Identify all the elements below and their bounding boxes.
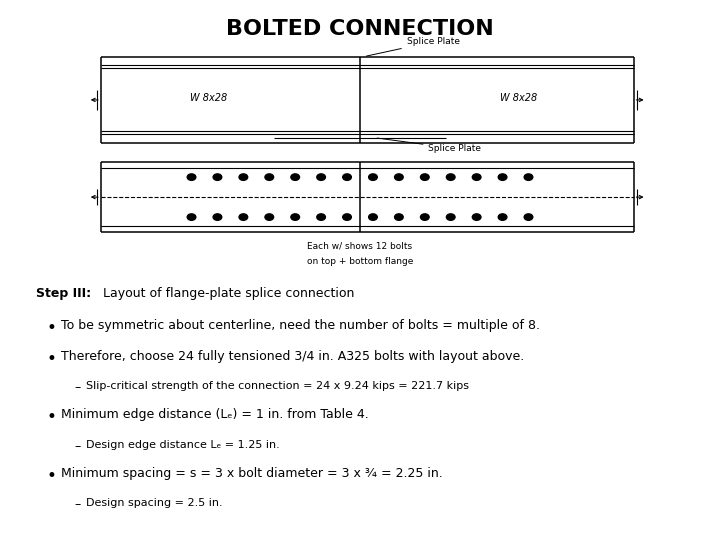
- Text: BOLTED CONNECTION: BOLTED CONNECTION: [226, 19, 494, 39]
- Circle shape: [369, 174, 377, 180]
- Circle shape: [420, 174, 429, 180]
- Text: •: •: [47, 408, 57, 426]
- Circle shape: [213, 174, 222, 180]
- Text: Layout of flange-plate splice connection: Layout of flange-plate splice connection: [99, 287, 355, 300]
- Circle shape: [239, 174, 248, 180]
- Circle shape: [369, 214, 377, 220]
- Text: Design spacing = 2.5 in.: Design spacing = 2.5 in.: [86, 498, 223, 508]
- Circle shape: [213, 214, 222, 220]
- Circle shape: [187, 174, 196, 180]
- Text: Step III:: Step III:: [36, 287, 91, 300]
- Circle shape: [291, 174, 300, 180]
- Circle shape: [472, 174, 481, 180]
- Text: Minimum edge distance (Lₑ) = 1 in. from Table 4.: Minimum edge distance (Lₑ) = 1 in. from …: [61, 408, 369, 421]
- Text: Slip-critical strength of the connection = 24 x 9.24 kips = 221.7 kips: Slip-critical strength of the connection…: [86, 381, 469, 391]
- Text: W 8x28: W 8x28: [190, 93, 228, 103]
- Circle shape: [446, 174, 455, 180]
- Text: •: •: [47, 319, 57, 336]
- Circle shape: [343, 174, 351, 180]
- Circle shape: [395, 174, 403, 180]
- Text: –: –: [75, 381, 81, 394]
- Circle shape: [187, 214, 196, 220]
- Text: –: –: [75, 498, 81, 511]
- Circle shape: [343, 214, 351, 220]
- Circle shape: [498, 214, 507, 220]
- Circle shape: [317, 214, 325, 220]
- Circle shape: [265, 174, 274, 180]
- Text: Splice Plate: Splice Plate: [366, 37, 460, 56]
- Text: Therefore, choose 24 fully tensioned 3/4 in. A325 bolts with layout above.: Therefore, choose 24 fully tensioned 3/4…: [61, 350, 524, 363]
- Circle shape: [498, 174, 507, 180]
- Text: •: •: [47, 350, 57, 368]
- Text: Minimum spacing = s = 3 x bolt diameter = 3 x ¾ = 2.25 in.: Minimum spacing = s = 3 x bolt diameter …: [61, 467, 443, 480]
- Text: Design edge distance Lₑ = 1.25 in.: Design edge distance Lₑ = 1.25 in.: [86, 440, 280, 450]
- Circle shape: [291, 214, 300, 220]
- Text: To be symmetric about centerline, need the number of bolts = multiple of 8.: To be symmetric about centerline, need t…: [61, 319, 540, 332]
- Text: –: –: [75, 440, 81, 453]
- Circle shape: [395, 214, 403, 220]
- Circle shape: [524, 214, 533, 220]
- Text: W 8x28: W 8x28: [500, 93, 537, 103]
- Text: Each w/ shows 12 bolts: Each w/ shows 12 bolts: [307, 242, 413, 251]
- Text: Splice Plate: Splice Plate: [377, 138, 482, 153]
- Circle shape: [317, 174, 325, 180]
- Text: •: •: [47, 467, 57, 484]
- Circle shape: [446, 214, 455, 220]
- Circle shape: [239, 214, 248, 220]
- Circle shape: [524, 174, 533, 180]
- Circle shape: [420, 214, 429, 220]
- Circle shape: [472, 214, 481, 220]
- Circle shape: [265, 214, 274, 220]
- Text: on top + bottom flange: on top + bottom flange: [307, 257, 413, 266]
